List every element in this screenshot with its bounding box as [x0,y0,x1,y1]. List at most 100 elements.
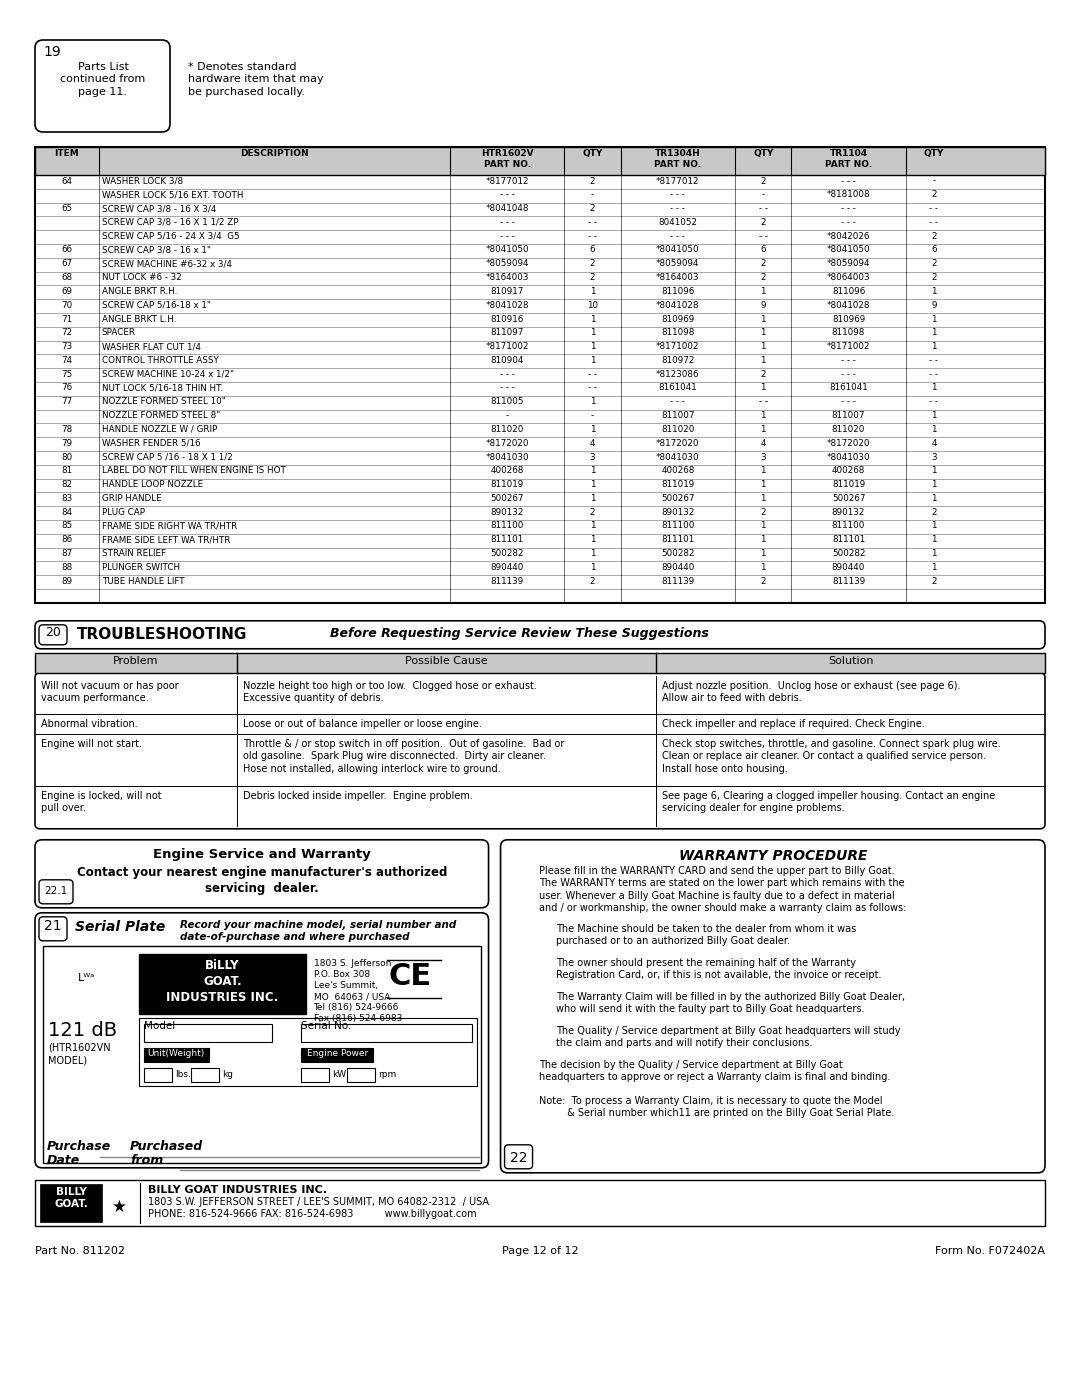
Text: 6: 6 [760,246,766,254]
Bar [139,954,306,1014]
Text: 810969: 810969 [832,314,865,324]
Bar [301,1024,472,1042]
Bar [145,1067,173,1081]
Text: 1: 1 [590,481,595,489]
Text: 1: 1 [760,563,766,571]
Text: *8041028: *8041028 [485,300,529,310]
Bar [191,1067,219,1081]
Text: 2: 2 [931,260,936,268]
Text: 811100: 811100 [661,521,694,531]
Text: ANGLE BRKT R.H.: ANGLE BRKT R.H. [102,286,177,296]
Text: lbs.: lbs. [175,1070,191,1078]
Text: 78: 78 [62,425,72,434]
Text: WASHER LOCK 5/16 EXT. TOOTH: WASHER LOCK 5/16 EXT. TOOTH [102,190,243,200]
Text: 811139: 811139 [661,577,694,585]
Text: STRAIN RELIEF: STRAIN RELIEF [102,549,165,557]
Text: 79: 79 [62,439,72,447]
Text: FRAME SIDE LEFT WA TR/HTR: FRAME SIDE LEFT WA TR/HTR [102,535,230,545]
Text: - -: - - [930,218,939,226]
Text: Please fill in the WARRANTY CARD and send the upper part to Billy Goat.
The WARR: Please fill in the WARRANTY CARD and sen… [539,866,906,914]
Text: 70: 70 [62,300,72,310]
Text: 1: 1 [760,384,766,393]
Text: *8059094: *8059094 [657,260,700,268]
Bar [35,175,1045,189]
Text: Check stop switches, throttle, and gasoline. Connect spark plug wire.
Clean or r: Check stop switches, throttle, and gasol… [662,739,1001,774]
Text: 1: 1 [590,563,595,571]
Text: CONTROL THROTTLE ASSY: CONTROL THROTTLE ASSY [102,356,218,365]
Text: - -: - - [588,232,597,240]
Text: 76: 76 [62,384,72,393]
Text: *8059094: *8059094 [827,260,870,268]
Text: NOZZLE FORMED STEEL 8": NOZZLE FORMED STEEL 8" [102,411,220,420]
Text: WASHER FLAT CUT 1/4: WASHER FLAT CUT 1/4 [102,342,201,351]
Text: 2: 2 [760,507,766,517]
Text: 86: 86 [62,535,72,545]
Bar [35,244,1045,258]
Bar [102,1183,137,1222]
Text: SCREW CAP 3/8 - 16 X 3/4: SCREW CAP 3/8 - 16 X 3/4 [102,204,216,214]
Text: *8177012: *8177012 [485,176,529,186]
Text: 1: 1 [590,328,595,337]
Text: 4: 4 [931,439,936,447]
Text: 1: 1 [590,467,595,475]
Text: SCREW CAP 5/16 - 24 X 3/4  G5: SCREW CAP 5/16 - 24 X 3/4 G5 [102,232,240,240]
Text: Abnormal vibration.: Abnormal vibration. [41,719,138,729]
FancyBboxPatch shape [39,624,67,645]
Text: *8181008: *8181008 [827,190,870,200]
Text: - - -: - - - [671,232,686,240]
Text: TR1304H
PART NO.: TR1304H PART NO. [654,149,701,169]
Text: 1: 1 [931,563,936,571]
Text: 810969: 810969 [661,314,694,324]
Text: The Machine should be taken to the dealer from whom it was
purchased or to an au: The Machine should be taken to the deale… [555,923,855,946]
Bar [35,1180,1045,1225]
Text: 121 dB: 121 dB [48,1021,117,1039]
Text: 1803 S. Jefferson
P.O. Box 308
Lee's Summit,
MO  64063 / USA
Tel (816) 524-9666
: 1803 S. Jefferson P.O. Box 308 Lee's Sum… [313,958,402,1023]
Text: 811005: 811005 [490,397,524,407]
Text: 811101: 811101 [661,535,694,545]
Text: 2: 2 [931,272,936,282]
Text: Page 12 of 12: Page 12 of 12 [502,1246,578,1256]
Text: 1: 1 [590,397,595,407]
Text: *8164003: *8164003 [657,272,700,282]
Text: 1: 1 [931,411,936,420]
Text: 2: 2 [760,370,766,379]
Text: 400268: 400268 [661,467,694,475]
Text: 1: 1 [760,549,766,557]
Text: - -: - - [759,204,768,214]
Bar [35,506,1045,520]
Text: 1: 1 [590,549,595,557]
Text: 71: 71 [62,314,72,324]
Text: 2: 2 [931,232,936,240]
Text: - - -: - - - [500,384,514,393]
Text: Throttle & / or stop switch in off position.  Out of gasoline.  Bad or
old gasol: Throttle & / or stop switch in off posit… [243,739,565,774]
Text: 1: 1 [931,467,936,475]
Text: Engine Service and Warranty: Engine Service and Warranty [153,848,370,861]
Text: *8177012: *8177012 [657,176,700,186]
Text: TROUBLESHOOTING: TROUBLESHOOTING [77,627,247,641]
Text: 69: 69 [62,286,72,296]
Text: 20: 20 [45,626,60,638]
Text: 811020: 811020 [661,425,694,434]
Text: 890440: 890440 [832,563,865,571]
Text: HANDLE LOOP NOZZLE: HANDLE LOOP NOZZLE [102,481,203,489]
Text: Purchased: Purchased [130,1140,203,1153]
Text: 19: 19 [43,45,60,59]
Bar [35,203,1045,217]
Text: 77: 77 [62,397,72,407]
Text: 72: 72 [62,328,72,337]
Text: *8064003: *8064003 [827,272,870,282]
Text: 1: 1 [760,411,766,420]
Text: 2: 2 [590,272,595,282]
Text: 65: 65 [62,204,72,214]
Text: 2: 2 [760,272,766,282]
FancyBboxPatch shape [35,41,170,131]
Text: -: - [932,176,935,186]
Text: 2: 2 [931,507,936,517]
Bar [35,355,1045,369]
Text: Contact your nearest engine manufacturer's authorized
servicing  dealer.: Contact your nearest engine manufacturer… [77,866,447,895]
Text: 1: 1 [931,314,936,324]
Text: 81: 81 [62,467,72,475]
Text: The Warranty Claim will be filled in by the authorized Billy Goat Dealer,
who wi: The Warranty Claim will be filled in by … [555,992,905,1014]
Text: SCREW CAP 5/16-18 x 1": SCREW CAP 5/16-18 x 1" [102,300,211,310]
Text: - - -: - - - [841,397,856,407]
